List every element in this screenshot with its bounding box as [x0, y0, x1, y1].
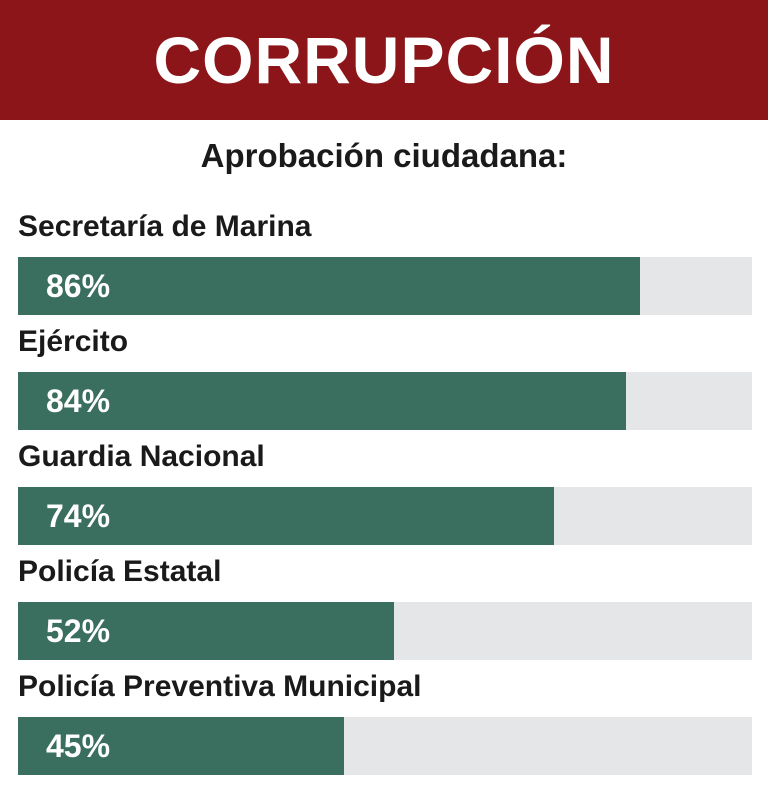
category-label: Policía Estatal [18, 555, 222, 588]
chart-subtitle: Aprobación ciudadana: [200, 137, 568, 174]
category-label: Secretaría de Marina [18, 210, 312, 243]
bar-value-label: 84% [46, 383, 111, 419]
bar-track: 74% [18, 487, 752, 545]
bar-value-label: 74% [46, 498, 111, 534]
bar-value-label: 45% [46, 728, 111, 764]
category-label: Policía Preventiva Municipal [18, 670, 422, 703]
bar: 84% [18, 372, 626, 430]
bar: 74% [18, 487, 554, 545]
bar: 45% [18, 717, 344, 775]
bar-track: 84% [18, 372, 752, 430]
title-banner: CORRUPCIÓN [0, 0, 768, 120]
bar: 52% [18, 602, 394, 660]
chart-title: CORRUPCIÓN [153, 23, 615, 97]
bar-track: 86% [18, 257, 752, 315]
category-label: Guardia Nacional [18, 440, 265, 473]
bar-track: 45% [18, 717, 752, 775]
bar: 86% [18, 257, 640, 315]
bar-value-label: 86% [46, 268, 111, 304]
category-label: Ejército [18, 325, 129, 358]
bar-track: 52% [18, 602, 752, 660]
bar-value-label: 52% [46, 613, 111, 649]
